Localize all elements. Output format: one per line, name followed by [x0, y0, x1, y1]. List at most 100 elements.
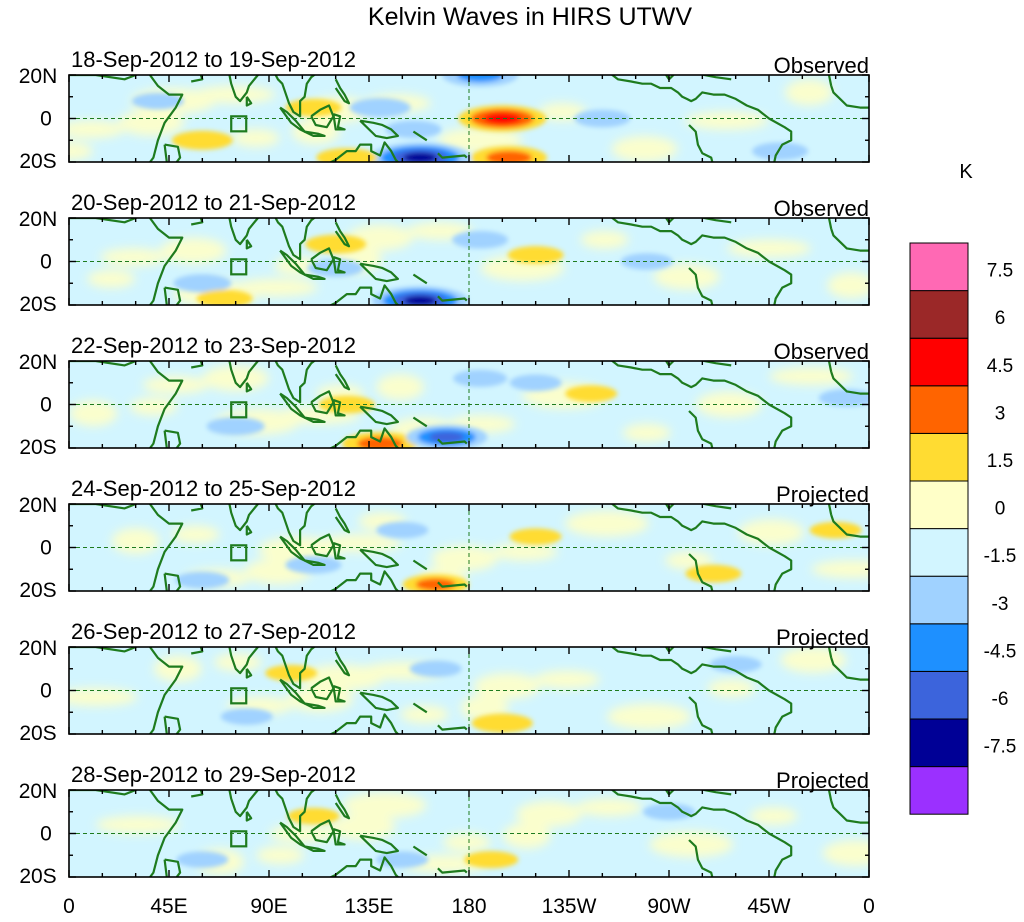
map-panel: 22-Sep-2012 to 23-Sep-2012 Observed 20N 0 20… — [19, 333, 870, 459]
coastline — [437, 438, 468, 445]
latitude-label: 20S — [19, 865, 56, 888]
coastline — [69, 790, 184, 877]
weak-anomaly — [376, 374, 425, 401]
weak-anomaly — [516, 800, 582, 827]
anomaly-contour — [287, 807, 340, 825]
coastline — [610, 504, 793, 591]
panel-status: Projected — [776, 768, 869, 793]
coastline — [700, 647, 732, 653]
weak-anomaly — [749, 807, 798, 826]
weak-anomaly — [171, 525, 220, 544]
longitude-label: 180 — [451, 895, 486, 918]
coastline — [245, 96, 253, 107]
coastline — [69, 75, 184, 162]
coastline — [412, 845, 428, 857]
coastline — [163, 572, 182, 591]
coastline — [328, 284, 400, 305]
panel-status: Observed — [774, 339, 869, 364]
coastline — [688, 839, 714, 877]
coastline — [69, 647, 184, 734]
coastlines — [69, 504, 869, 591]
coastline — [228, 504, 317, 547]
map-panel: 26-Sep-2012 to 27-Sep-2012 Projected 20N 0 2… — [19, 619, 870, 745]
latitude-label: 20N — [19, 208, 58, 231]
weak-anomaly — [160, 237, 227, 264]
weak-anomaly — [502, 822, 551, 849]
weak-anomaly — [780, 647, 847, 674]
coastline — [437, 295, 468, 302]
anomaly-contour — [685, 564, 742, 583]
coastline — [328, 570, 400, 591]
map-panel: 20-Sep-2012 to 21-Sep-2012 Observed 20N 0 20… — [19, 190, 870, 316]
coastlines — [69, 361, 869, 448]
weak-anomaly — [684, 111, 769, 130]
coastline — [827, 75, 833, 87]
longitude-label: 135W — [542, 895, 597, 918]
anomaly-contour — [131, 92, 184, 110]
panel-date-range: 28-Sep-2012 to 29-Sep-2012 — [71, 762, 356, 787]
latitude-label: 0 — [40, 823, 52, 846]
weak-anomaly — [400, 705, 449, 724]
anomaly-contour — [752, 142, 809, 160]
tick-marks — [68, 503, 870, 592]
anomaly-field — [69, 75, 833, 162]
anomaly-contour — [464, 851, 519, 869]
latitude-label: 0 — [40, 394, 52, 417]
reference-box — [230, 687, 248, 705]
coastline — [332, 399, 346, 417]
colorbar-label: -7.5 — [984, 737, 1017, 758]
coastline — [359, 119, 399, 140]
coastline — [328, 141, 400, 162]
colorbar-swatch — [909, 528, 969, 577]
colorbar-swatch — [909, 623, 969, 672]
coastlines — [69, 75, 869, 162]
weak-anomaly — [533, 670, 600, 689]
figure-title: Kelvin Waves in HIRS UTWV — [368, 3, 692, 31]
weak-anomaly — [202, 365, 269, 392]
latitude-label: 20S — [19, 150, 56, 173]
reference-box — [230, 258, 248, 276]
colorbar-swatch — [909, 575, 969, 625]
coastline — [190, 790, 204, 798]
anomaly-contour — [409, 660, 462, 677]
coastline — [827, 218, 833, 230]
weak-anomaly — [622, 423, 671, 442]
weak-anomaly — [538, 102, 587, 121]
coastline — [688, 696, 714, 734]
coastline — [328, 427, 400, 448]
coastlines — [69, 647, 869, 734]
anomaly-contour — [471, 713, 533, 733]
tick-marks — [68, 789, 870, 878]
weak-anomaly — [111, 527, 160, 554]
coastline — [688, 124, 714, 162]
coastline — [412, 416, 428, 428]
tick-marks — [68, 646, 870, 735]
colorbar-swatch — [909, 337, 969, 387]
latitude-label: 0 — [40, 108, 52, 131]
anomaly-contour — [415, 578, 456, 591]
weak-anomaly — [431, 545, 498, 572]
weak-anomaly — [785, 79, 833, 106]
coastline — [190, 361, 204, 369]
weak-anomaly — [69, 688, 138, 707]
weak-anomaly — [87, 269, 136, 288]
coastline — [304, 845, 326, 852]
coastline — [69, 504, 184, 591]
coastline — [700, 361, 732, 367]
panel-date-range: 24-Sep-2012 to 25-Sep-2012 — [71, 476, 356, 501]
anomaly-contour — [429, 431, 465, 443]
colorbar-label: 6 — [995, 308, 1006, 329]
anomaly-field — [95, 792, 869, 875]
coastline — [163, 715, 182, 734]
anomaly-contour — [385, 120, 442, 139]
latitude-label: 0 — [40, 537, 52, 560]
coastline — [688, 553, 714, 591]
anomaly-contour — [403, 152, 437, 162]
coastline — [304, 559, 326, 566]
panel-date-range: 26-Sep-2012 to 27-Sep-2012 — [71, 619, 356, 644]
weak-anomaly — [580, 230, 629, 249]
coastline — [304, 273, 326, 280]
coastline — [304, 416, 326, 423]
latitude-label: 0 — [40, 680, 52, 703]
coastline — [664, 361, 676, 367]
